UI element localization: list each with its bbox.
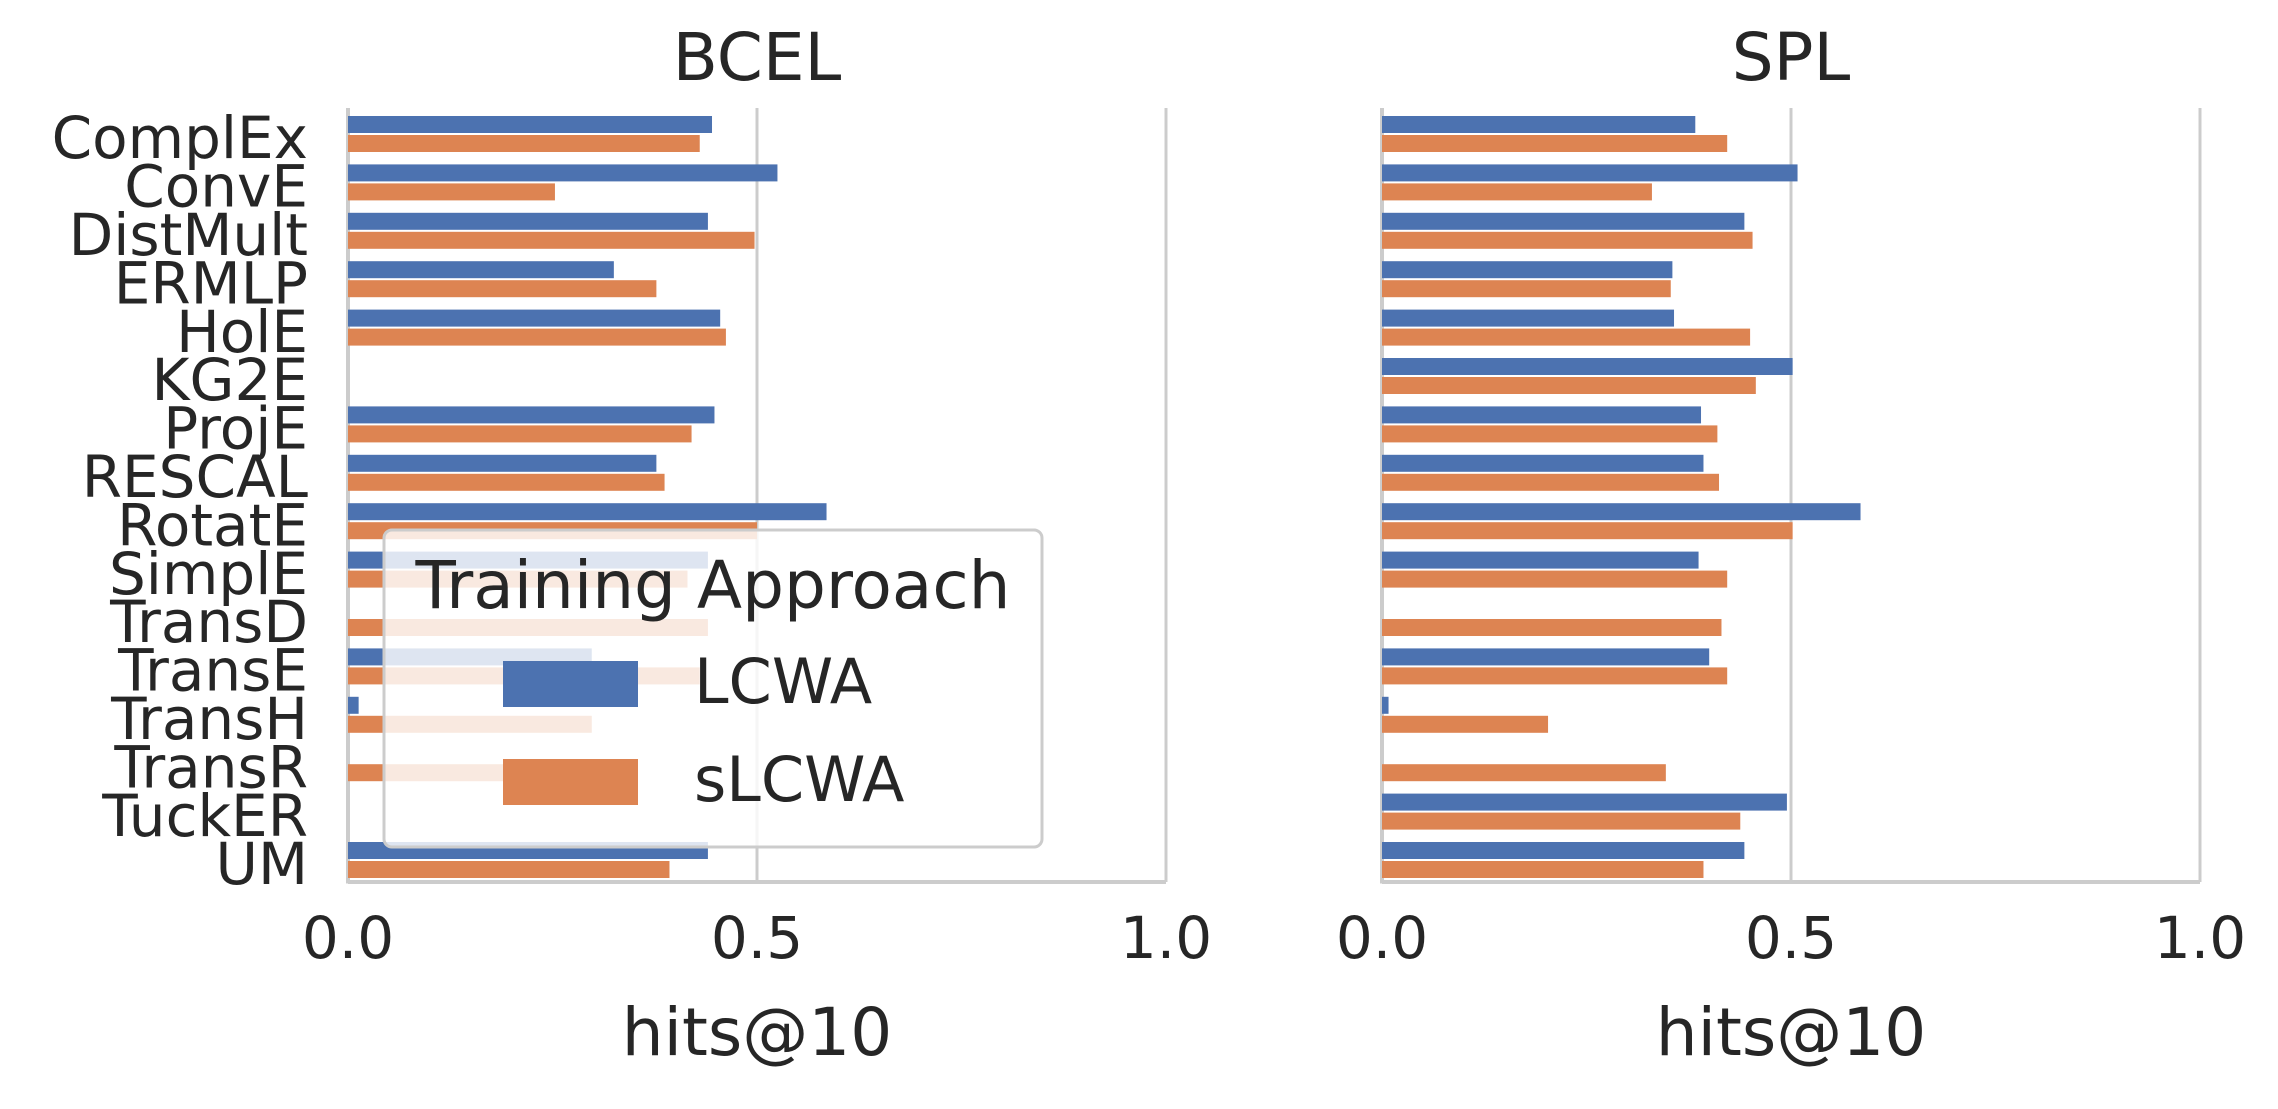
bar-lcwa-ermlp [1382,261,1673,279]
y-tick-label: ComplEx [52,104,308,172]
bar-lcwa-rotate [1382,503,1861,521]
y-tick-label: KG2E [151,346,308,414]
y-tick-label: SimplE [109,540,308,608]
bar-slcwa-simple [1382,570,1728,588]
legend-label-slcwa: sLCWA [694,743,904,816]
y-tick-label: RESCAL [82,443,308,511]
bar-slcwa-distmult [1382,231,1753,249]
y-tick-label: TransE [117,637,308,705]
y-tick-label: RotatE [117,491,308,559]
bar-slcwa-rotate [1382,522,1793,540]
legend: Training Approach LCWA sLCWA [382,528,1044,849]
x-tick-label: 1.0 [2154,904,2246,972]
bar-slcwa-transe [1382,667,1728,685]
bar-lcwa-distmult [348,212,708,230]
bar-lcwa-complex [348,116,713,133]
bar-slcwa-transd [1382,619,1722,636]
y-tick-label: ProjE [163,395,308,463]
x-tick-label: 1.0 [1120,904,1212,972]
bar-lcwa-transh [1382,696,1389,714]
bar-slcwa-complex [348,135,700,152]
bar-lcwa-tucker [1382,793,1787,811]
bar-slcwa-rescal [1382,473,1720,491]
legend-title: Training Approach [415,547,1011,624]
subplot-2: 0.0 0.5 1.0 SPL hits@10 [1336,19,2246,1071]
legend-swatch-lcwa [503,661,638,707]
bar-lcwa-kg2e [1382,358,1793,375]
y-tick-label: ConvE [124,153,308,221]
x-tick-label: 0.5 [1745,904,1837,972]
x-axis-label: hits@10 [1656,994,1926,1071]
bar-lcwa-hole [1382,309,1675,327]
bar-lcwa-proje [348,406,715,424]
bar-lcwa-hole [348,309,721,327]
bar-lcwa-transe [1382,648,1710,666]
y-tick-label: TuckER [101,782,308,850]
bar-slcwa-distmult [348,231,755,249]
bar-lcwa-rescal [1382,454,1704,472]
bar-slcwa-proje [348,425,692,443]
bar-slcwa-um [1382,861,1704,878]
bar-lcwa-um [1382,842,1745,859]
bar-slcwa-proje [1382,425,1718,443]
y-tick-label: HolE [176,298,308,366]
y-tick-label: DistMult [69,201,308,269]
bar-lcwa-conve [1382,164,1798,182]
y-tick-label: UM [216,830,309,898]
subplot-title: BCEL [673,19,842,96]
x-tick-label: 0.0 [302,904,394,972]
bar-slcwa-conve [348,183,555,201]
bar-lcwa-rescal [348,454,657,472]
bar-slcwa-transh [1382,715,1549,733]
x-axis-label: hits@10 [622,994,892,1071]
bar-slcwa-hole [348,328,726,346]
bar-slcwa-complex [1382,135,1728,152]
bar-lcwa-simple [1382,551,1699,569]
x-tick-label: 0.0 [1336,904,1428,972]
legend-swatch-slcwa [503,759,638,805]
bar-slcwa-conve [1382,183,1652,201]
bar-lcwa-proje [1382,406,1702,424]
bar-slcwa-rescal [348,473,665,491]
bar-lcwa-complex [1382,116,1696,133]
bar-slcwa-kg2e [1382,377,1756,394]
subplot-title: SPL [1732,19,1851,96]
bar-slcwa-ermlp [1382,280,1671,298]
y-tick-label: TransD [109,588,308,656]
x-tick-label: 0.5 [711,904,803,972]
bar-slcwa-hole [1382,328,1751,346]
bar-lcwa-rotate [348,503,827,521]
bar-slcwa-transr [1382,764,1666,782]
y-tick-label: ERMLP [114,249,308,317]
legend-label-lcwa: LCWA [694,645,872,718]
bar-lcwa-transh [348,696,359,714]
bar-lcwa-conve [348,164,778,182]
bar-lcwa-ermlp [348,261,614,279]
y-tick-label: TransH [110,685,308,753]
bar-slcwa-ermlp [348,280,657,298]
bar-slcwa-tucker [1382,812,1741,830]
y-tick-label: TransR [113,733,308,801]
bar-slcwa-um [348,861,670,878]
bar-lcwa-distmult [1382,212,1745,230]
subplot-1: 0.0 0.5 1.0 ComplExConvEDistMultERMLPHolEKG… [52,19,1213,1071]
